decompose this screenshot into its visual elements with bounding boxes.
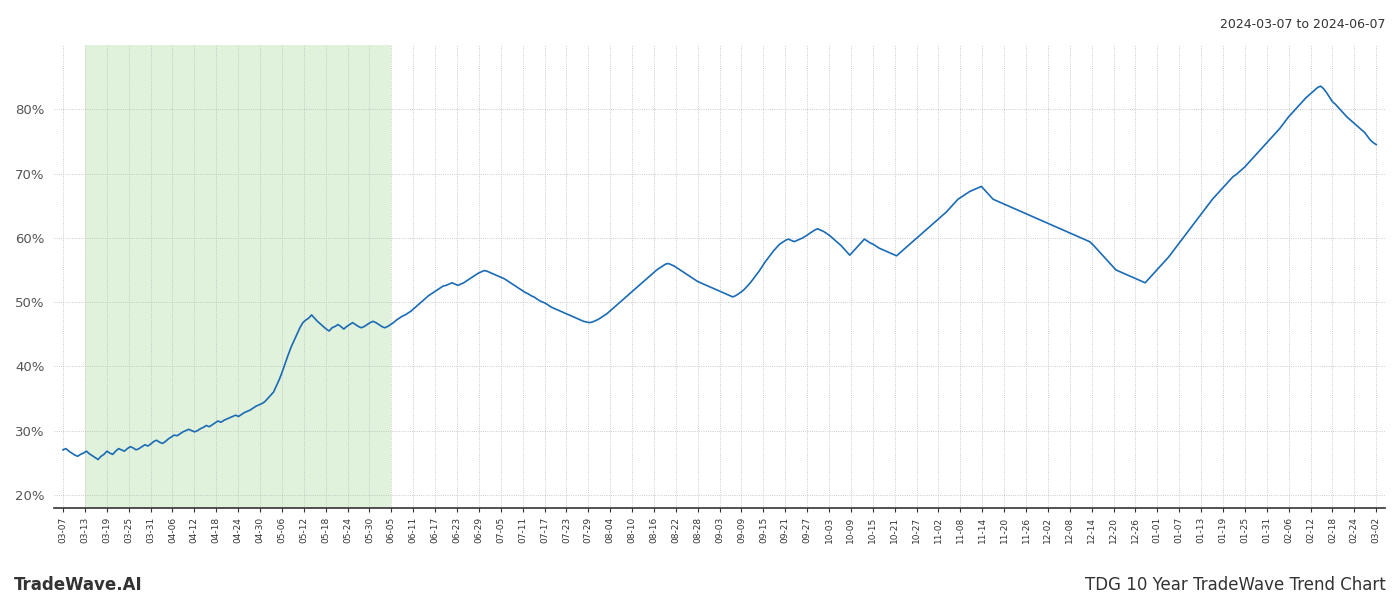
Bar [85, 45, 392, 508]
Text: TDG 10 Year TradeWave Trend Chart: TDG 10 Year TradeWave Trend Chart [1085, 576, 1386, 594]
Text: TradeWave.AI: TradeWave.AI [14, 576, 143, 594]
Text: 2024-03-07 to 2024-06-07: 2024-03-07 to 2024-06-07 [1221, 18, 1386, 31]
